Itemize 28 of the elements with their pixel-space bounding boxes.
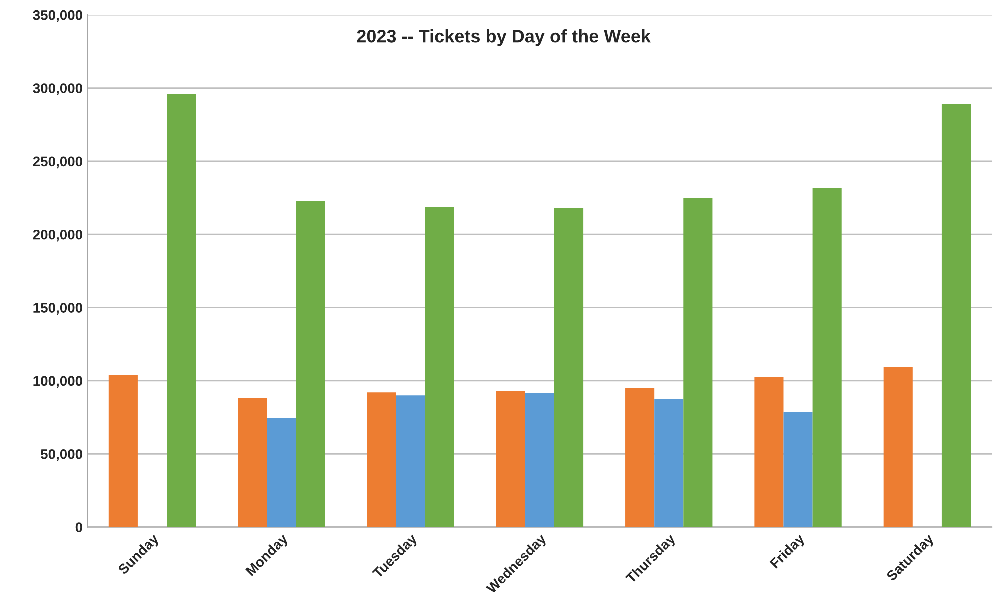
bar bbox=[684, 198, 713, 528]
bar bbox=[654, 399, 684, 528]
y-tick-label: 250,000 bbox=[33, 156, 82, 169]
y-tick-label: 350,000 bbox=[33, 10, 82, 22]
y-tick-label: 50,000 bbox=[41, 449, 82, 462]
y-tick-label: 300,000 bbox=[33, 84, 82, 96]
bar bbox=[167, 94, 196, 528]
bar bbox=[554, 208, 584, 528]
bar bbox=[812, 188, 842, 528]
bar bbox=[108, 375, 138, 528]
y-tick-label: 100,000 bbox=[34, 376, 82, 388]
text: 2023 -- Tickets by Day of the Week bbox=[357, 30, 652, 46]
bar bbox=[942, 104, 972, 528]
bar bbox=[626, 388, 655, 528]
y-tick-label: 0 bbox=[76, 522, 82, 532]
bar bbox=[296, 200, 326, 528]
y-tick-label: 150,000 bbox=[34, 303, 82, 315]
bar bbox=[784, 412, 813, 528]
bar bbox=[525, 393, 554, 528]
bar bbox=[754, 377, 784, 528]
bar bbox=[496, 391, 526, 528]
y-tick-label: 200,000 bbox=[33, 230, 82, 242]
bar bbox=[238, 398, 268, 528]
bar bbox=[396, 396, 426, 528]
bar bbox=[267, 418, 296, 528]
bar bbox=[884, 367, 913, 528]
bar bbox=[367, 392, 396, 528]
bar bbox=[425, 208, 454, 528]
